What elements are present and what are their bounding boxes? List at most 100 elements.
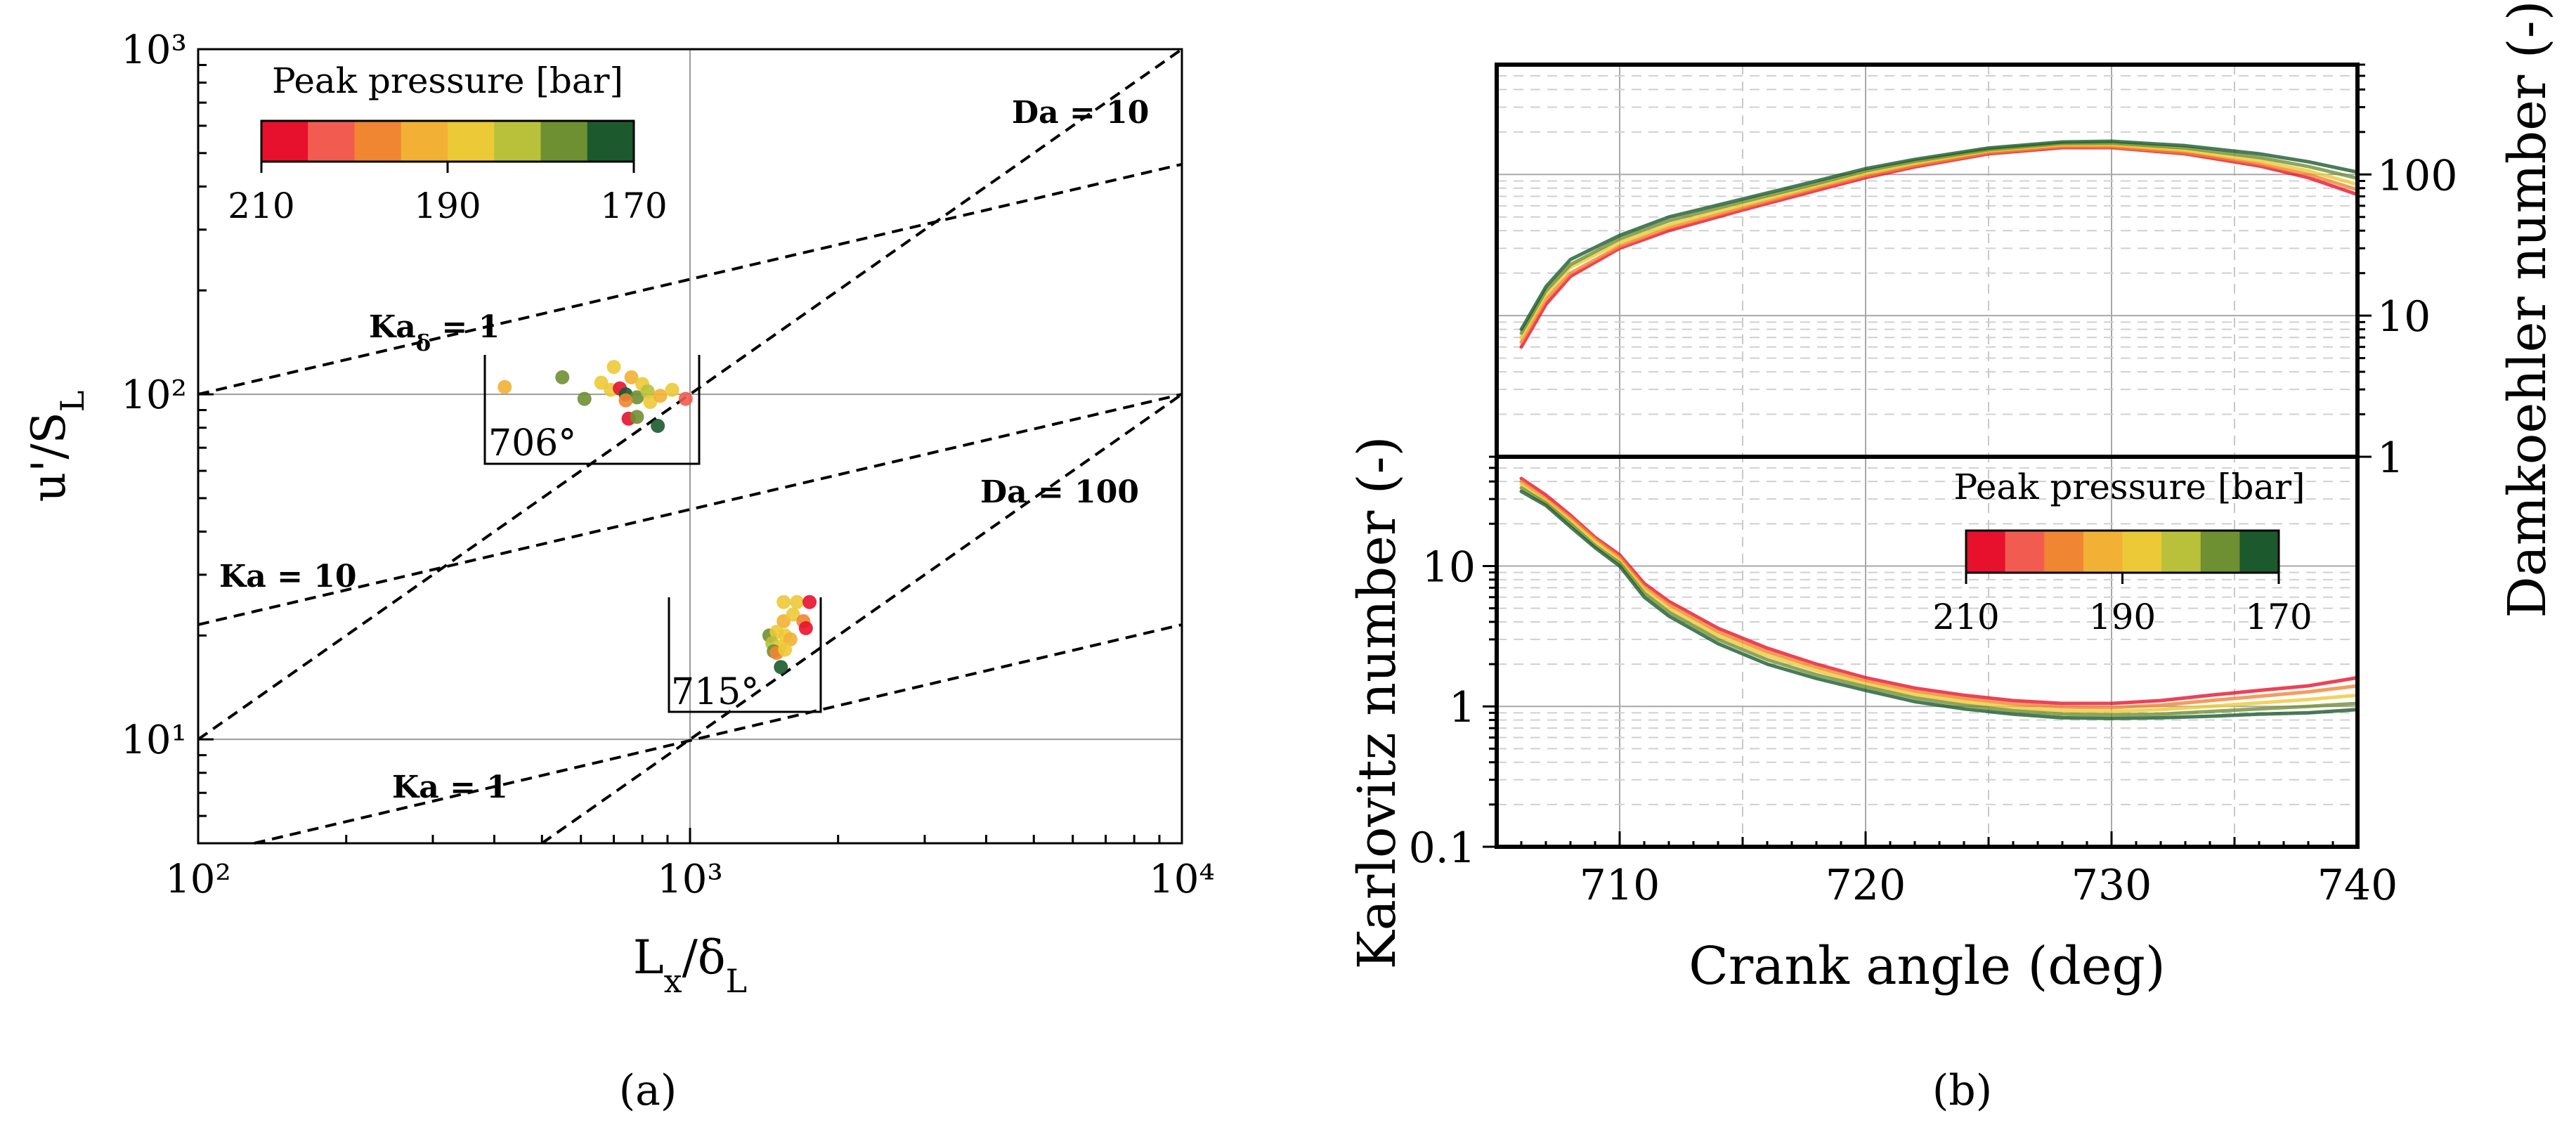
scatter-point	[778, 642, 793, 657]
scatter-point	[802, 595, 817, 609]
x-tick-label: 730	[2071, 861, 2152, 910]
y-axis-label-part: L	[53, 391, 91, 412]
panel-a-x-axis-label: Lx/δL	[633, 930, 747, 1000]
y-tick-label: 10¹	[121, 717, 187, 763]
scatter-point	[618, 393, 633, 408]
x-axis-label-part: x	[664, 962, 682, 1000]
karlovitz-line	[1519, 486, 2360, 717]
bottom-y-tick-label: 0.1	[1409, 824, 1476, 873]
colorbar-tick-label: 190	[2089, 597, 2156, 637]
colorbar-swatch	[308, 121, 355, 162]
scatter-point	[555, 370, 570, 384]
colorbar-swatch	[354, 121, 402, 162]
panel-a-colorbar: Peak pressure [bar] 210 190 170	[228, 60, 667, 226]
scatter-point	[790, 595, 805, 609]
damkoehler-line	[1519, 141, 2360, 335]
x-tick-label: 10³	[657, 857, 723, 902]
regime-line-label: Da = 100	[980, 474, 1139, 510]
scatter-point	[798, 621, 813, 635]
damkoehler-line	[1519, 144, 2360, 344]
x-tick-label: 10²	[165, 857, 231, 902]
panel-b-ticks	[1483, 63, 2372, 848]
regime-line-label: Da = 10	[1012, 95, 1149, 131]
damkoehler-line	[1519, 143, 2360, 339]
regime-line-label: Kaδ = 1	[369, 309, 500, 356]
bottom-y-tick-label: 1	[1449, 683, 1476, 732]
colorbar-tick-label: 170	[2245, 597, 2312, 637]
panel-a: Da = 10 Da = 100 Kaδ = 1 Ka = 10 Ka = 1 706°…	[22, 27, 1215, 1115]
regime-line-label: Ka = 1	[392, 769, 508, 805]
x-tick-label: 720	[1826, 861, 1906, 910]
panel-b-colorbar: Peak pressure [bar] 210 190 170	[1932, 467, 2312, 637]
panel-a-scatter-points	[497, 360, 817, 675]
regime-line-label-part: Ka = 1	[392, 769, 508, 805]
scatter-point	[624, 370, 639, 384]
group-label: 706°	[488, 422, 576, 464]
regime-line-label-part: Ka = 10	[219, 559, 357, 595]
panel-b-top-frame	[1495, 63, 2360, 459]
colorbar-swatch	[2161, 531, 2201, 573]
scatter-point	[783, 632, 798, 647]
karlovitz-line	[1519, 489, 2360, 720]
scatter-point	[651, 419, 665, 434]
panel-b-karlovitz-series	[1519, 476, 2360, 720]
colorbar-swatch	[261, 121, 308, 162]
panel-a-tick-labels: 10² 10³ 10⁴ 10¹ 10² 10³	[121, 27, 1215, 902]
regime-line-label-part: Da = 100	[980, 474, 1139, 510]
regime-line	[541, 393, 1183, 845]
colorbar-swatch	[1966, 531, 2006, 573]
group-label: 715°	[671, 671, 759, 713]
damkoehler-line	[1519, 145, 2360, 349]
panel-b-tick-labels: 710 720 730 740 1 10 100 0.1 1 10	[1409, 151, 2458, 910]
regime-line	[197, 162, 1183, 396]
colorbar-swatch	[2122, 531, 2162, 573]
regime-line-label-part: Da = 10	[1012, 95, 1149, 131]
regime-line	[254, 623, 1183, 845]
colorbar-swatch	[401, 121, 448, 162]
colorbar-swatch	[2200, 531, 2240, 573]
top-y-tick-label: 1	[2377, 434, 2404, 483]
scatter-point	[678, 391, 693, 406]
regime-line-label: Ka = 10	[219, 559, 357, 595]
colorbar-swatch	[448, 121, 495, 162]
scatter-point	[665, 382, 679, 397]
colorbar-tick-label: 170	[600, 186, 667, 226]
colorbar-swatch	[2044, 531, 2084, 573]
x-axis-label-part: L	[633, 930, 664, 985]
top-y-tick-label: 100	[2377, 151, 2458, 200]
karlovitz-line	[1519, 483, 2360, 713]
colorbar-title: Peak pressure [bar]	[272, 60, 623, 101]
panel-b: 710 720 730 740 1 10 100 0.1 1 10 Peak pressure […	[1347, 0, 2558, 1115]
top-y-tick-label: 10	[2377, 292, 2431, 342]
scatter-point	[643, 395, 658, 410]
panel-a-label: (a)	[619, 1066, 677, 1115]
scatter-point	[497, 379, 512, 394]
colorbar-swatch	[2005, 531, 2045, 573]
damkoehler-line	[1519, 139, 2360, 332]
panel-a-group-boxes: 706° 715°	[483, 355, 822, 713]
x-axis-label-part: /δ	[682, 930, 726, 985]
regime-line	[197, 393, 1183, 626]
scatter-point	[630, 390, 644, 405]
scatter-point	[774, 660, 788, 675]
panel-b-damkoehler-series	[1519, 139, 2360, 349]
scatter-point	[786, 607, 800, 622]
x-tick-label: 740	[2317, 861, 2398, 910]
colorbar-swatch	[2239, 531, 2279, 573]
panel-a-regime-lines: Da = 10 Da = 100 Kaδ = 1 Ka = 10 Ka = 1	[197, 48, 1183, 845]
regime-line-label-part: = 1	[431, 309, 500, 345]
panel-a-y-axis-label: u'/SL	[22, 391, 91, 502]
scatter-point	[630, 410, 644, 424]
panel-b-x-axis-label: Crank angle (deg)	[1689, 936, 2166, 996]
colorbar-tick-label: 190	[414, 186, 481, 226]
colorbar-title: Peak pressure [bar]	[1953, 467, 2305, 507]
panel-a-gridlines	[198, 49, 1182, 843]
panel-b-right-y-axis-label: Damkoehler number (-)	[2497, 0, 2558, 618]
scatter-point	[606, 360, 621, 375]
colorbar-swatch	[540, 121, 588, 162]
x-tick-label: 710	[1580, 861, 1660, 910]
panel-b-left-y-axis-label: Karlovitz number (-)	[1347, 436, 1407, 969]
x-axis-label-part: L	[726, 962, 748, 1000]
y-axis-label-part: u'/S	[22, 412, 76, 502]
bottom-y-tick-label: 10	[1422, 542, 1476, 592]
